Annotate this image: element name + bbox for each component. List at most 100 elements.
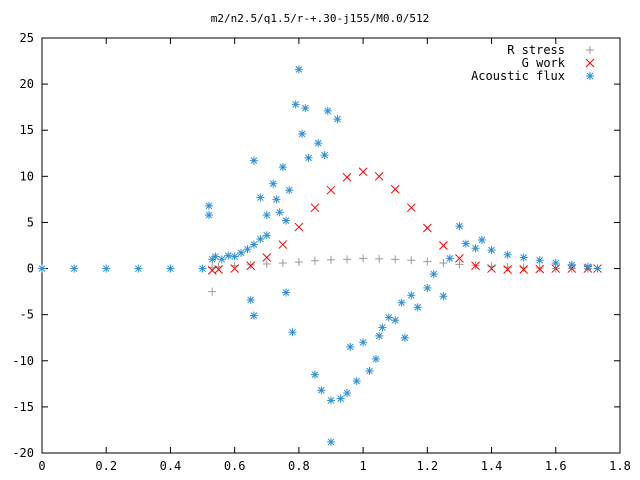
series-2	[38, 65, 602, 446]
data-point	[204, 201, 213, 210]
data-point	[359, 254, 368, 263]
data-point	[346, 342, 355, 351]
data-point	[535, 264, 544, 273]
data-point	[336, 394, 345, 403]
x-tick-label: 0	[38, 459, 45, 473]
x-tick-label: 0.2	[95, 459, 117, 473]
data-point	[551, 259, 560, 268]
data-point	[327, 255, 335, 264]
y-tick-label: 0	[27, 262, 34, 276]
data-point	[519, 265, 529, 274]
data-point	[397, 298, 406, 307]
data-point	[519, 253, 528, 262]
data-point	[326, 185, 336, 195]
data-point	[342, 172, 352, 182]
data-point	[343, 255, 352, 264]
y-tick-label: 10	[20, 169, 34, 183]
data-point	[471, 244, 480, 253]
data-point	[134, 264, 143, 273]
data-point	[423, 283, 432, 292]
data-point	[275, 208, 284, 217]
data-point	[352, 377, 361, 386]
axis-ticks: 0 0.2 0.4 0.6 0.8 1 1.2 1.4 1.6 1.8 -20 -15 -10 -5 0 5 1…	[12, 31, 631, 473]
data-point	[262, 259, 271, 268]
x-tick-label: 0.6	[224, 459, 246, 473]
data-point	[249, 156, 258, 165]
legend-label: R stress	[507, 43, 565, 57]
data-point	[413, 303, 422, 312]
data-point	[384, 313, 393, 322]
x-tick-label: 0.4	[160, 459, 182, 473]
y-tick-label: 15	[20, 123, 34, 137]
data-point	[471, 261, 480, 271]
data-point	[455, 260, 464, 269]
x-tick-label: 1.4	[481, 459, 503, 473]
legend-label: G work	[522, 56, 566, 70]
data-point	[249, 240, 258, 249]
data-point	[249, 311, 258, 320]
data-point	[333, 115, 342, 124]
data-point	[406, 203, 416, 213]
data-point	[317, 386, 326, 395]
data-point	[217, 255, 226, 264]
data-point	[503, 265, 512, 274]
legend-label: Acoustic flux	[471, 69, 565, 83]
data-point	[282, 288, 291, 297]
data-point	[593, 264, 602, 273]
data-point	[278, 163, 287, 172]
data-point	[407, 256, 416, 265]
data-point	[327, 437, 335, 446]
data-point	[455, 254, 464, 263]
legend-marker	[586, 72, 594, 80]
data-point	[535, 256, 544, 265]
data-point	[294, 65, 303, 74]
data-point	[214, 265, 223, 274]
data-point	[211, 252, 220, 261]
data-point	[272, 195, 281, 204]
data-point	[278, 259, 287, 268]
data-point	[567, 260, 576, 269]
data-point	[487, 264, 496, 273]
data-point	[310, 256, 319, 265]
plot-frame	[41, 37, 621, 454]
data-point	[256, 235, 265, 244]
data-point	[314, 139, 323, 148]
data-point	[407, 291, 416, 300]
data-point	[487, 246, 496, 255]
legend-marker	[586, 46, 594, 54]
data-point	[208, 287, 217, 296]
data-point	[583, 262, 592, 271]
y-tick-label: -15	[12, 400, 34, 414]
data-point	[237, 248, 246, 257]
data-point	[455, 222, 464, 231]
x-tick-label: 0.8	[288, 459, 310, 473]
data-point	[439, 259, 448, 268]
data-point	[70, 264, 79, 273]
data-point	[243, 245, 252, 254]
data-point	[439, 241, 448, 250]
data-point	[378, 323, 387, 332]
data-point	[422, 223, 432, 233]
x-tick-label: 1.8	[609, 459, 631, 473]
data-point	[166, 264, 175, 273]
data-point	[288, 328, 297, 337]
data-point	[439, 292, 448, 301]
data-point	[269, 179, 278, 188]
data-point	[278, 240, 288, 249]
data-point	[323, 106, 332, 115]
data-point	[38, 264, 46, 273]
data-point	[262, 211, 271, 220]
plot-series	[38, 65, 602, 446]
data-point	[256, 193, 265, 202]
data-point	[503, 250, 512, 259]
data-point	[204, 211, 213, 220]
data-point	[301, 104, 310, 113]
data-point	[375, 331, 384, 340]
data-point	[282, 216, 291, 225]
data-point	[327, 396, 335, 405]
data-point	[285, 186, 294, 195]
data-point	[246, 295, 255, 304]
data-point	[262, 231, 271, 240]
data-point	[102, 264, 111, 273]
